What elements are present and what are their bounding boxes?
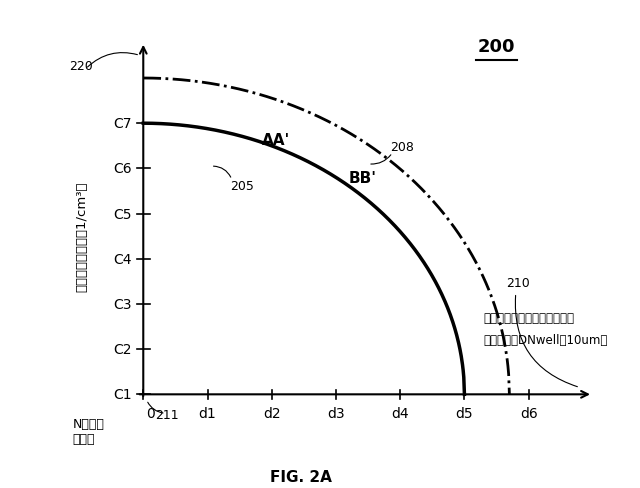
Text: d5: d5 [456,406,473,420]
Text: BB': BB' [349,171,377,185]
Text: d3: d3 [327,406,345,420]
Text: 表面から基板への縦方向距離: 表面から基板への縦方向距離 [484,311,575,324]
Text: d6: d6 [520,406,538,420]
Text: の表面: の表面 [72,432,95,445]
Text: 205: 205 [230,180,254,192]
Text: C5: C5 [113,207,132,221]
Text: C6: C6 [113,162,132,176]
Text: （深さ）（DNwell～10um）: （深さ）（DNwell～10um） [484,334,608,346]
Text: AA': AA' [262,132,291,147]
Text: C2: C2 [113,343,132,356]
Text: C7: C7 [113,117,132,131]
Text: d4: d4 [392,406,409,420]
Text: d2: d2 [263,406,280,420]
Text: d1: d1 [198,406,216,420]
Text: 211: 211 [155,408,179,421]
Text: C3: C3 [113,297,132,311]
Text: C1: C1 [113,387,132,402]
Text: C4: C4 [113,252,132,266]
Text: ドーパント濃度（1/cm³）: ドーパント濃度（1/cm³） [76,182,89,292]
Text: 0: 0 [147,406,156,420]
Text: 208: 208 [390,141,415,154]
Text: Nウェル: Nウェル [72,417,104,430]
Text: 220: 220 [69,60,93,73]
Text: 210: 210 [506,276,530,289]
Text: FIG. 2A: FIG. 2A [270,468,332,484]
Text: 200: 200 [478,38,515,56]
